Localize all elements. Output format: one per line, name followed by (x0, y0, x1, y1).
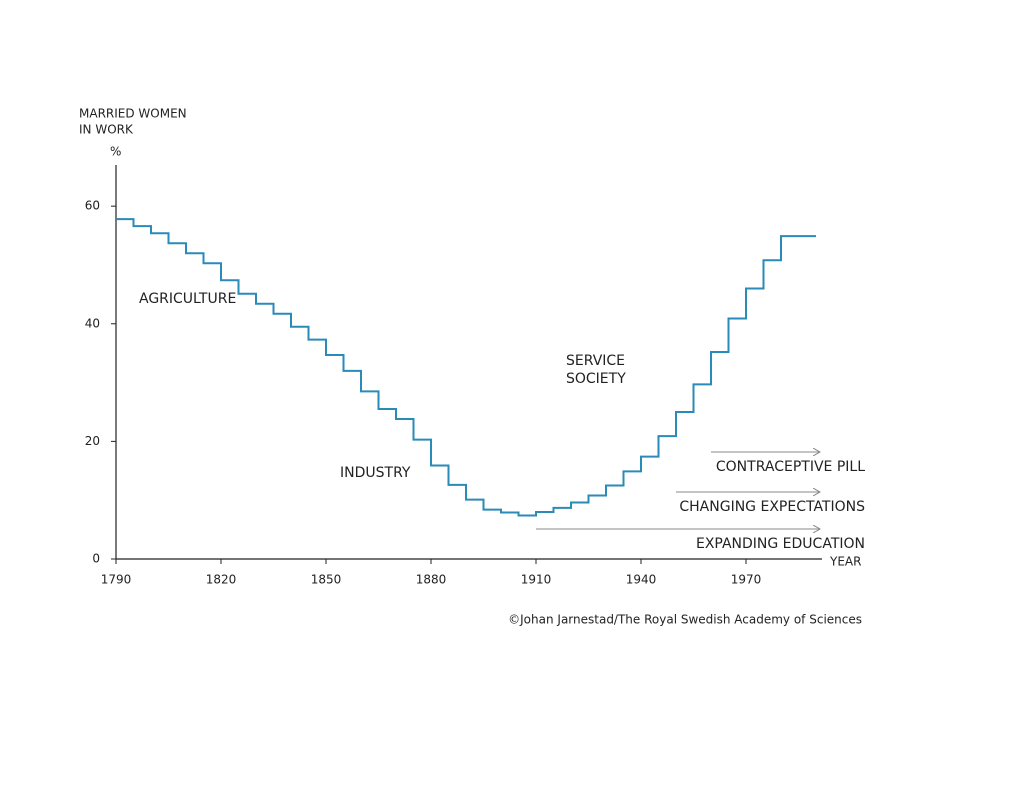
x-tick-label: 1880 (416, 573, 447, 587)
era-label: AGRICULTURE (139, 291, 236, 307)
x-tick-label: 1970 (731, 573, 762, 587)
trend-label: CHANGING EXPECTATIONS (679, 499, 865, 515)
step-line (116, 218, 816, 517)
trend-label: CONTRACEPTIVE PILL (716, 459, 865, 475)
y-tick-label: 40 (85, 316, 100, 330)
x-axis-label: YEAR (829, 555, 861, 569)
era-label: INDUSTRY (340, 465, 411, 481)
y-tick-label: 0 (92, 552, 100, 566)
era-label: SOCIETY (566, 371, 626, 387)
y-tick-label: 20 (85, 434, 100, 448)
x-tick-label: 1940 (626, 573, 657, 587)
y-axis-label: MARRIED WOMEN (79, 107, 187, 121)
y-axis-label: IN WORK (79, 123, 134, 137)
x-tick-label: 1820 (206, 573, 237, 587)
y-axis-unit: % (110, 145, 121, 159)
x-tick-label: 1790 (101, 573, 132, 587)
credit: ©Johan Jarnestad/The Royal Swedish Acade… (508, 613, 862, 627)
x-tick-label: 1910 (521, 573, 552, 587)
trend-label: EXPANDING EDUCATION (696, 536, 865, 552)
era-label: SERVICE (566, 353, 625, 369)
y-tick-label: 60 (85, 199, 100, 213)
x-tick-label: 1850 (311, 573, 342, 587)
